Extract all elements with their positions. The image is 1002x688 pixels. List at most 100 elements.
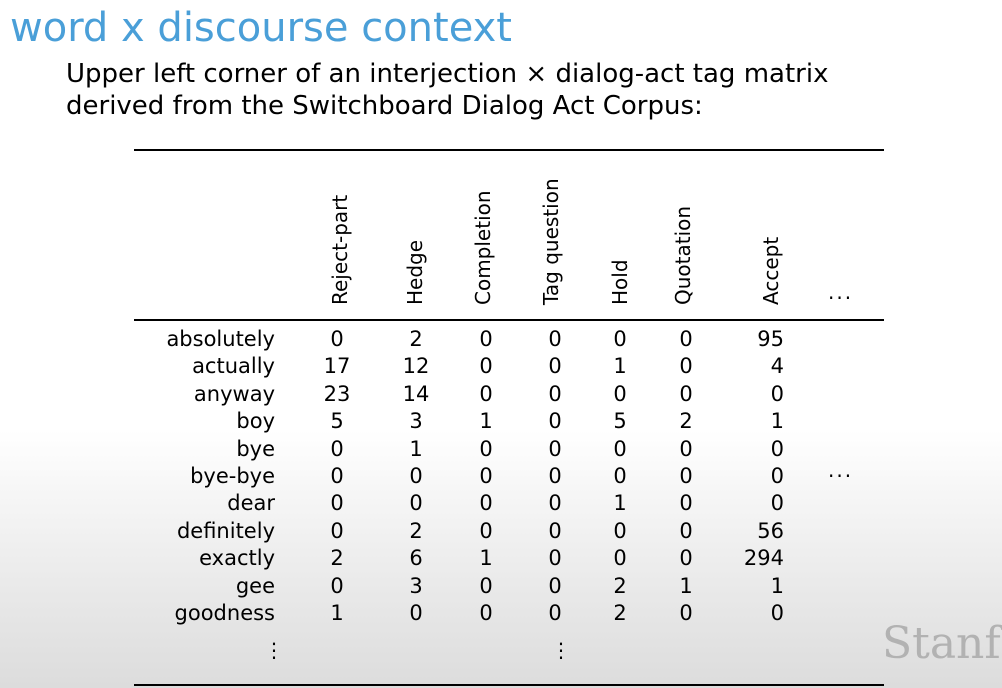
table-cell: 0 <box>770 464 784 488</box>
table-cell: 0 <box>548 491 562 516</box>
table-cell: 2 <box>409 518 423 543</box>
table-cell: 0 <box>770 491 784 516</box>
table-cell: 0 <box>548 381 562 406</box>
row-label: definitely <box>176 518 275 543</box>
table-cell: 1 <box>613 491 627 516</box>
table-cell: 23 <box>323 381 351 406</box>
table-cell: 0 <box>679 354 693 379</box>
table-cell: 0 <box>613 436 627 461</box>
table-cell: 2 <box>613 573 627 598</box>
row-label: bye <box>236 436 275 461</box>
table-cell: 5 <box>330 409 344 434</box>
table-cell: 0 <box>479 601 493 625</box>
table-cell: 0 <box>679 491 693 516</box>
row-ellipsis: ... <box>828 458 854 482</box>
subtitle-line-2: derived from the Switchboard Dialog Act … <box>66 91 703 121</box>
row-label: goodness <box>174 601 275 625</box>
table-cell: 1 <box>330 601 344 625</box>
table-bottom-rule <box>134 684 884 686</box>
table-cell: 0 <box>330 436 344 461</box>
table-cell: 0 <box>548 573 562 598</box>
table-cell: 0 <box>613 327 627 351</box>
table-cell: 0 <box>330 491 344 516</box>
header-ellipsis: ... <box>828 280 854 304</box>
table-cell: 0 <box>679 381 693 406</box>
table-cell: 0 <box>613 546 627 571</box>
table-cell: 0 <box>679 518 693 543</box>
table-cell: 2 <box>409 327 423 351</box>
table-cell: 0 <box>548 518 562 543</box>
table-cell: 0 <box>679 546 693 571</box>
table-cell: 1 <box>770 409 784 434</box>
table-cell: 0 <box>679 327 693 351</box>
table-cell: 0 <box>479 573 493 598</box>
table-cell: 0 <box>409 464 423 488</box>
table-cell: 0 <box>770 381 784 406</box>
slide-subtitle: Upper left corner of an interjection × d… <box>66 58 828 122</box>
table-cell: 1 <box>479 546 493 571</box>
table-cell: 4 <box>770 354 784 379</box>
table-cell: 2 <box>679 409 693 434</box>
table-cell: 0 <box>613 381 627 406</box>
table-cell: 1 <box>409 436 423 461</box>
table-cell: 0 <box>548 409 562 434</box>
table-cell: 95 <box>757 327 784 351</box>
row-label: absolutely <box>166 327 275 351</box>
table-cell: 0 <box>409 601 423 625</box>
row-label: anyway <box>193 381 275 406</box>
tag-question-vertical-ellipsis: ⋮ <box>551 638 571 662</box>
table-cell: 3 <box>409 573 423 598</box>
table-cell: 0 <box>548 546 562 571</box>
row-label: gee <box>235 573 275 598</box>
table-cell: 0 <box>679 464 693 488</box>
table-cell: 1 <box>479 409 493 434</box>
table-cell: 3 <box>409 409 423 434</box>
table-cell: 0 <box>613 518 627 543</box>
table-cell: 0 <box>548 436 562 461</box>
table-cell: 1 <box>613 354 627 379</box>
table-cell: 0 <box>679 601 693 625</box>
row-label: exactly <box>199 546 275 571</box>
table-cell: 0 <box>479 436 493 461</box>
table-cell: 0 <box>770 601 784 625</box>
table-cell: 56 <box>757 518 784 543</box>
table-cell: 0 <box>479 464 493 488</box>
table-cell: 0 <box>548 354 562 379</box>
table-cell: 0 <box>330 327 344 351</box>
table-header-rule <box>134 319 884 321</box>
table-cell: 0 <box>330 464 344 488</box>
table-cell: 0 <box>479 518 493 543</box>
table-cell: 17 <box>323 354 351 379</box>
table-cell: 1 <box>770 573 784 598</box>
table-cell: 0 <box>770 436 784 461</box>
table-cell: 14 <box>402 381 430 406</box>
row-label: dear <box>227 491 275 516</box>
table-cell: 294 <box>743 546 784 571</box>
stanford-watermark: Stanfo <box>882 618 1002 669</box>
table-cell: 0 <box>613 464 627 488</box>
table-cell: 2 <box>613 601 627 625</box>
table-cell: 0 <box>479 327 493 351</box>
subtitle-line-1: Upper left corner of an interjection × d… <box>66 59 829 89</box>
table-cell: 0 <box>330 573 344 598</box>
table-cell: 2 <box>330 546 344 571</box>
table-cell: 0 <box>548 464 562 488</box>
table-cell: 0 <box>330 518 344 543</box>
table-cell: 12 <box>402 354 430 379</box>
row-label: bye-bye <box>190 464 275 488</box>
slide-title: word x discourse context <box>10 5 512 51</box>
table-cell: 5 <box>613 409 627 434</box>
table-cell: 0 <box>479 381 493 406</box>
row-label: actually <box>192 354 275 379</box>
table-cell: 6 <box>409 546 423 571</box>
table-cell: 0 <box>479 491 493 516</box>
table-cell: 0 <box>548 601 562 625</box>
table-top-rule <box>134 149 884 151</box>
table-cell: 0 <box>409 491 423 516</box>
table-cell: 0 <box>679 436 693 461</box>
row-label: boy <box>236 409 275 434</box>
word-column-vertical-ellipsis: ⋮ <box>264 638 284 662</box>
table-cell: 0 <box>479 354 493 379</box>
table-cell: 0 <box>548 327 562 351</box>
table-cell: 1 <box>679 573 693 598</box>
